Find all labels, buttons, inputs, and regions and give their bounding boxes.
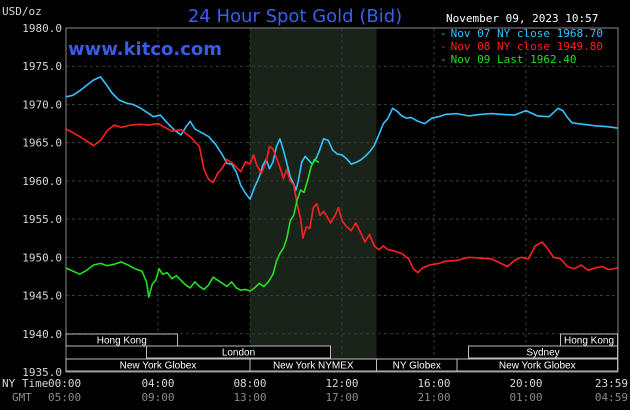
session-label: Hong Kong [564,336,614,347]
kitco-watermark: www.kitco.com [68,39,222,60]
x-tick-label-ny: 12:00 [325,377,358,390]
series-line-2 [65,158,320,298]
series-line-1 [65,122,618,274]
x-tick-label-ny: 04:00 [141,377,174,390]
legend-item-nov08: - Nov 08 NY close 1949.80 [440,40,603,53]
legend-item-nov07: - Nov 07 NY close 1968.70 [440,27,603,40]
nymex-shaded-region [250,28,377,372]
y-tick-label: 1945.0 [22,290,62,303]
session-label: New York Globex [120,361,197,372]
series-line-0 [65,76,618,200]
y-tick-label: 1955.0 [22,213,62,226]
x-tick-label-gmt: 05:00 [48,391,81,404]
legend-item-nov09: - Nov 09 Last 1962.40 [440,53,576,66]
session-label: New York NYMEX [273,361,354,372]
y-axis-ticks: 1980.0 1975.0 1970.0 1965.0 1960.0 1955.0 1950… [22,22,62,379]
session-bar [65,333,179,347]
session-label: New York Globex [499,361,576,372]
y-tick-label: 1935.0 [22,366,62,379]
timestamp: November 09, 2023 10:57 [446,12,598,25]
chart-title: 24 Hour Spot Gold (Bid) [188,6,402,27]
price-series [65,76,618,298]
x-tick-label-ny: 20:00 [509,377,542,390]
x-tick-label-gmt: 01:00 [509,391,542,404]
session-label: NY Globex [393,361,441,372]
session-bar [468,345,619,359]
legend: - Nov 07 NY close 1968.70 - Nov 08 NY clos… [440,27,603,66]
x-tick-label-gmt: 13:00 [233,391,266,404]
x-tick-label-ny: 23:59 [595,377,628,390]
x-tick-label-gmt: 17:00 [325,391,358,404]
x-tick-label-gmt: 04:59 [595,391,628,404]
x-tick-label-ny: 00:00 [48,377,81,390]
session-bar [146,345,331,359]
y-tick-label: 1980.0 [22,22,62,35]
y-tick-label: 1970.0 [22,98,62,111]
session-label: Hong Kong [97,336,147,347]
session-bar [456,358,619,372]
y-tick-label: 1975.0 [22,60,62,73]
y-tick-label: 1965.0 [22,137,62,150]
plot-frame [65,27,619,373]
y-tick-label: 1940.0 [22,328,62,341]
x-axis-row-label-gmt: GMT [12,391,32,404]
session-label: London [222,348,255,359]
session-label: Sydney [526,348,559,359]
x-tick-label-ny: 16:00 [417,377,450,390]
y-tick-label: 1960.0 [22,175,62,188]
trading-sessions: Hong Kong Hong Kong London Sydney New York G… [65,333,619,372]
x-axis-row-label-ny: NY Time [2,377,48,390]
x-tick-label-gmt: 09:00 [141,391,174,404]
x-tick-label-ny: 08:00 [233,377,266,390]
y-tick-label: 1950.0 [22,251,62,264]
y-axis-unit: USD/oz [2,5,42,18]
x-tick-label-gmt: 21:00 [417,391,450,404]
